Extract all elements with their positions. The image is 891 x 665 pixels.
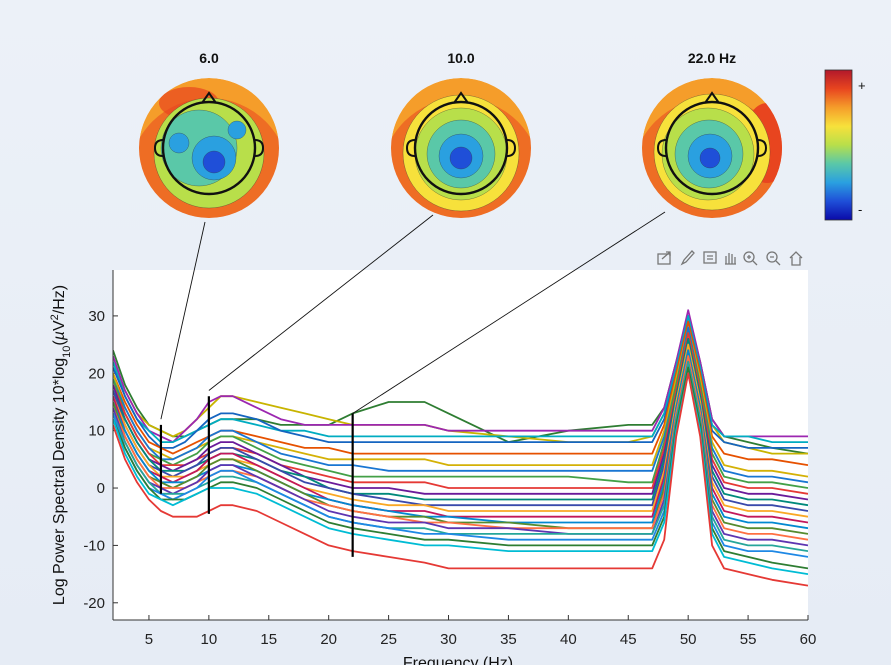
- topo-connectors: [160, 211, 666, 420]
- y-tick-label: 30: [88, 308, 105, 325]
- head-outline: [664, 100, 760, 196]
- head-outline: [413, 100, 509, 196]
- topoplot-title: 6.0: [199, 50, 219, 66]
- topoplot-row: 6.0 10.0 22.0 Hz: [129, 50, 792, 258]
- colorbar-gradient: [824, 69, 853, 221]
- y-axis-title: Log Power Spectral Density 10*log10(µV2/…: [49, 285, 73, 605]
- series-group: [113, 309, 808, 587]
- y-tick-label: -10: [83, 537, 105, 554]
- left-ear-outline: [405, 139, 416, 157]
- topoplot-contour: [699, 147, 721, 169]
- head-outline: [161, 100, 257, 196]
- topoplot-title: 10.0: [447, 50, 474, 66]
- topoplot-contour: [227, 120, 247, 140]
- colorbar: + -: [824, 69, 866, 221]
- frequency-cursors: [159, 396, 354, 557]
- series-line-ch22: [113, 366, 808, 570]
- topoplot-3[interactable]: 22.0 Hz: [632, 50, 792, 258]
- x-tick-label: 45: [620, 631, 637, 648]
- series-line-ch16: [113, 349, 808, 530]
- series-line-ch14: [113, 343, 808, 518]
- nose-outline: [201, 91, 217, 104]
- series-line-ch18: [113, 355, 808, 541]
- series-line-ch10: [113, 332, 808, 495]
- home-icon[interactable]: [789, 251, 803, 266]
- topo-connector-line: [160, 221, 206, 420]
- x-tick-label: 55: [740, 631, 757, 648]
- topoplot-1[interactable]: 6.0: [129, 50, 289, 258]
- series-line-ch24: [113, 372, 808, 587]
- y-tick-label: 0: [97, 480, 105, 497]
- brush-icon[interactable]: [680, 250, 695, 266]
- topoplot-title: 22.0 Hz: [688, 50, 736, 66]
- pan-icon[interactable]: [725, 253, 736, 265]
- x-tick-label: 30: [440, 631, 457, 648]
- right-ear-outline: [506, 139, 517, 157]
- topo-connector-line: [352, 211, 666, 414]
- series-line-ch09: [113, 332, 808, 489]
- x-tick-label: 25: [380, 631, 397, 648]
- left-ear-outline: [656, 139, 667, 157]
- y-tick-label: 20: [88, 365, 105, 382]
- right-ear-outline: [254, 139, 265, 157]
- topoplot-2[interactable]: 10.0: [381, 50, 541, 258]
- x-tick-label: 15: [260, 631, 277, 648]
- series-line-ch04: [113, 314, 808, 444]
- x-tick-label: 5: [145, 631, 153, 648]
- axes: 5 10 15 20 25 30 35 40 45 50 55 60 -20 -10 0 10 20 30: [83, 308, 816, 648]
- zoom-in-icon[interactable]: [743, 251, 758, 266]
- topoplot-contour: [449, 146, 473, 170]
- nose-outline: [704, 91, 720, 104]
- nose-outline: [453, 91, 469, 104]
- zoom-out-icon[interactable]: [766, 251, 781, 266]
- y-tick-label: -20: [83, 595, 105, 612]
- x-tick-label: 40: [560, 631, 577, 648]
- x-tick-label: 20: [320, 631, 337, 648]
- topoplot-contour: [168, 132, 190, 154]
- topo-connector-line: [208, 214, 434, 391]
- left-ear-outline: [153, 139, 164, 157]
- x-axis-title: Frequency (Hz): [403, 655, 513, 665]
- x-tick-label: 50: [680, 631, 697, 648]
- export-icon[interactable]: [657, 251, 671, 265]
- datatip-icon[interactable]: [703, 251, 717, 264]
- x-tick-label: 10: [201, 631, 218, 648]
- x-tick-label: 60: [800, 631, 817, 648]
- colorbar-plus-label: +: [858, 78, 866, 93]
- series-line-ch06: [113, 320, 808, 466]
- axes-toolbar: [657, 250, 803, 266]
- y-tick-label: 10: [88, 423, 105, 440]
- series-line-ch12: [113, 337, 808, 507]
- right-ear-outline: [757, 139, 768, 157]
- topoplot-contour: [202, 150, 226, 174]
- x-tick-label: 35: [500, 631, 517, 648]
- colorbar-minus-label: -: [858, 202, 862, 217]
